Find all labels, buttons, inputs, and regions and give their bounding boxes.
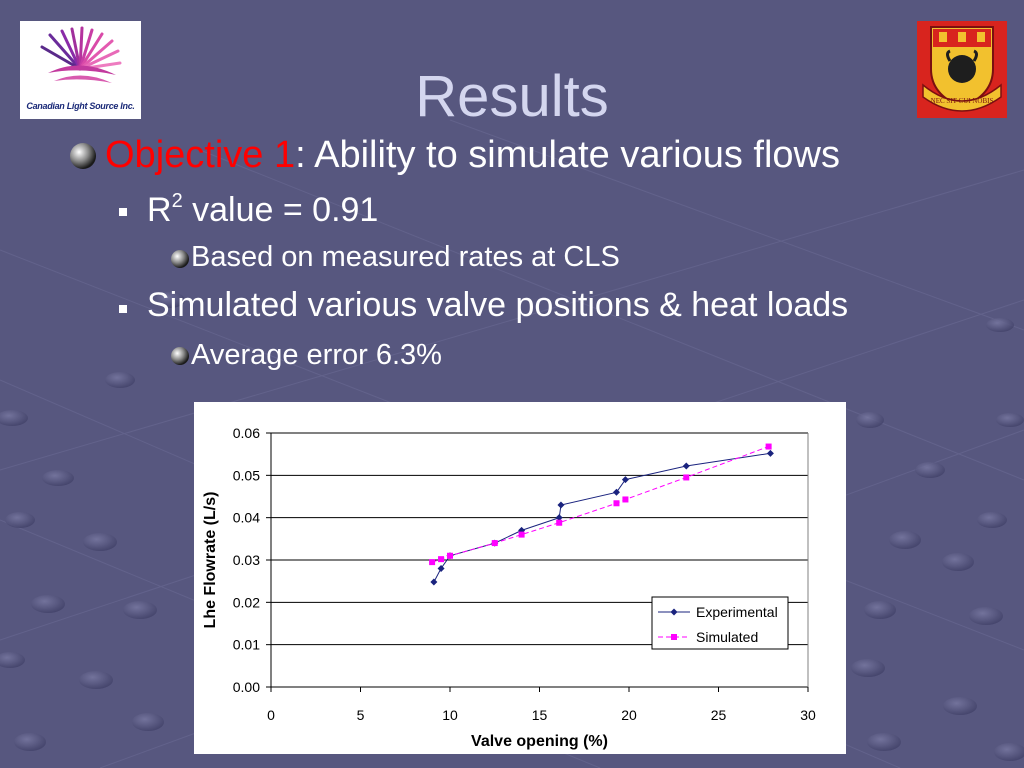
starburst-logo-icon xyxy=(40,26,122,83)
data-point-experimental xyxy=(612,488,620,496)
series-line-simulated xyxy=(431,446,769,563)
data-point-simulated xyxy=(491,540,498,547)
canadian-light-source-logo: Canadian Light Source Inc. xyxy=(20,21,141,119)
x-tick-label: 30 xyxy=(800,707,816,723)
data-point-simulated xyxy=(556,519,563,526)
crest-shield-icon: NEC SIT CUI NOBIS xyxy=(922,26,1002,112)
legend-swatch-marker xyxy=(670,608,678,616)
x-tick-label: 10 xyxy=(442,707,458,723)
objective-bullet: Objective 1: Ability to simulate various… xyxy=(105,132,840,178)
data-point-experimental xyxy=(437,564,445,572)
r2-superscript: 2 xyxy=(171,190,183,212)
sphere-bullet-icon xyxy=(171,347,189,365)
y-tick-label: 0.04 xyxy=(233,510,260,526)
data-point-experimental xyxy=(557,501,565,509)
average-error-bullet: Average error 6.3% xyxy=(191,339,442,371)
data-point-experimental xyxy=(621,476,629,484)
data-point-experimental xyxy=(430,578,438,586)
r2-bullet: R2 value = 0.91 xyxy=(147,189,378,231)
data-point-experimental xyxy=(555,514,563,522)
r2-prefix: R xyxy=(147,191,172,229)
x-tick-label: 0 xyxy=(267,707,275,723)
y-tick-label: 0.01 xyxy=(233,637,260,653)
square-bullet-icon xyxy=(119,208,127,216)
simulated-bullet: Simulated various valve positions & heat… xyxy=(147,286,849,324)
legend-swatch-marker xyxy=(671,634,677,640)
flowrate-chart: 0.00 0.01 0.02 0.03 0.04 0.05 0.06 0 5 10 15 20 25 30… xyxy=(194,402,846,754)
data-point-simulated xyxy=(683,474,690,481)
data-point-simulated xyxy=(622,496,629,503)
sphere-bullet-icon xyxy=(70,143,96,169)
x-axis-title: Valve opening (%) xyxy=(471,733,608,750)
data-point-simulated xyxy=(447,552,453,559)
data-point-experimental xyxy=(682,462,690,470)
objective-text: : Ability to simulate various flows xyxy=(295,134,840,176)
x-tick-label: 15 xyxy=(532,707,548,723)
university-crest-logo: NEC SIT CUI NOBIS xyxy=(917,21,1007,118)
r2-suffix: value = 0.91 xyxy=(182,191,379,229)
logo-caption: Canadian Light Source Inc. xyxy=(26,101,135,111)
square-bullet-icon xyxy=(119,305,127,313)
x-tick-label: 20 xyxy=(621,707,637,723)
data-point-experimental xyxy=(766,449,774,457)
sphere-bullet-icon xyxy=(171,250,189,268)
legend-box xyxy=(651,596,789,650)
data-point-simulated xyxy=(765,443,772,450)
y-tick-label: 0.02 xyxy=(233,594,260,610)
y-tick-label: 0.05 xyxy=(233,467,260,483)
data-point-simulated xyxy=(518,531,525,538)
x-tick-label: 5 xyxy=(357,707,365,723)
based-on-bullet: Based on measured rates at CLS xyxy=(191,241,620,273)
slide-title: Results xyxy=(415,64,609,129)
y-axis-title: Lhe Flowrate (L/s) xyxy=(202,492,219,629)
data-point-simulated xyxy=(429,559,436,566)
y-tick-label: 0.06 xyxy=(233,425,260,441)
y-tick-label: 0.03 xyxy=(233,552,260,568)
objective-label: Objective 1 xyxy=(105,134,296,176)
crest-motto: NEC SIT CUI NOBIS xyxy=(931,97,994,105)
legend-label: Experimental xyxy=(696,604,778,620)
y-tick-label: 0.00 xyxy=(233,679,260,695)
chart-canvas: 0.00 0.01 0.02 0.03 0.04 0.05 0.06 0 5 10 15 20 25 30… xyxy=(202,425,816,750)
data-point-simulated xyxy=(438,556,445,563)
legend-label: Simulated xyxy=(696,629,758,645)
x-tick-label: 25 xyxy=(711,707,727,723)
data-point-simulated xyxy=(613,500,620,507)
